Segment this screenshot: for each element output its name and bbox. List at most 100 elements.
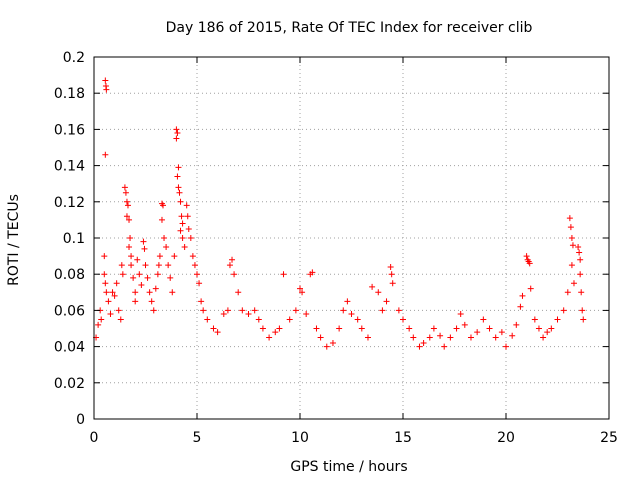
data-points — [93, 77, 587, 350]
data-point — [130, 274, 137, 281]
data-point — [132, 298, 139, 305]
data-point — [467, 334, 474, 341]
y-tick-label: 0.18 — [54, 86, 85, 102]
data-point — [102, 77, 109, 84]
data-point — [358, 325, 365, 332]
data-point — [369, 283, 376, 290]
data-point — [101, 271, 108, 278]
x-tick-label: 20 — [497, 430, 515, 446]
data-point — [569, 242, 576, 249]
data-point — [480, 316, 487, 323]
data-point — [239, 307, 246, 314]
data-point — [123, 198, 130, 205]
data-point — [146, 289, 153, 296]
data-point — [141, 245, 148, 252]
data-point — [535, 325, 542, 332]
data-point — [297, 285, 303, 292]
data-point — [486, 325, 493, 332]
y-tick-label: 0.04 — [54, 340, 85, 356]
data-point — [119, 271, 126, 278]
data-point — [155, 262, 162, 269]
data-point — [204, 316, 211, 323]
y-tick-label: 0.16 — [54, 122, 85, 138]
data-point — [103, 86, 110, 93]
data-point — [492, 334, 499, 341]
data-point — [457, 311, 464, 318]
data-point — [126, 244, 133, 251]
data-point — [185, 225, 192, 232]
data-point — [575, 244, 582, 251]
data-point — [567, 224, 574, 231]
data-point — [124, 202, 131, 209]
data-point — [259, 325, 266, 332]
data-point — [513, 321, 520, 328]
data-point — [406, 325, 413, 332]
data-point — [174, 173, 181, 180]
data-point — [165, 262, 172, 269]
data-point — [560, 307, 567, 314]
data-point — [210, 325, 217, 332]
data-point — [113, 280, 120, 287]
data-point — [140, 238, 147, 245]
data-point — [299, 289, 306, 296]
data-point — [576, 249, 583, 256]
data-point — [410, 334, 417, 341]
data-point — [189, 253, 196, 260]
data-point — [121, 184, 128, 191]
data-point — [127, 235, 134, 241]
data-point — [103, 289, 110, 296]
y-tick-label: 0.14 — [54, 159, 85, 175]
data-point — [142, 262, 149, 269]
data-point — [229, 256, 236, 263]
data-point — [577, 256, 584, 263]
data-point — [231, 271, 238, 278]
data-point — [160, 202, 167, 209]
data-point — [566, 215, 573, 222]
data-point — [531, 316, 538, 323]
data-point — [158, 216, 165, 223]
data-point — [564, 289, 571, 296]
data-point — [179, 235, 186, 241]
data-point — [309, 269, 316, 276]
data-point — [194, 271, 200, 278]
data-point — [245, 311, 252, 318]
data-point — [102, 151, 109, 158]
data-point — [523, 253, 530, 260]
data-point — [526, 260, 533, 267]
data-point — [430, 325, 437, 332]
grid-lines — [94, 57, 609, 419]
data-point — [200, 307, 207, 314]
data-point — [387, 263, 394, 270]
data-point — [220, 311, 227, 318]
data-point — [184, 213, 191, 220]
data-point — [214, 329, 221, 336]
x-tick-label: 25 — [600, 430, 618, 446]
data-point — [171, 253, 178, 260]
data-point — [169, 289, 176, 296]
data-point — [181, 244, 188, 251]
data-point — [323, 343, 330, 350]
data-point — [292, 307, 299, 314]
data-point — [568, 235, 575, 241]
data-point — [527, 285, 534, 292]
data-point — [179, 220, 186, 227]
data-point — [317, 334, 324, 341]
data-point — [117, 316, 124, 323]
data-point — [115, 307, 122, 314]
data-point — [503, 343, 509, 350]
data-point — [196, 280, 203, 287]
data-point — [579, 307, 586, 314]
data-point — [167, 274, 174, 281]
data-point — [235, 289, 242, 296]
data-point — [102, 280, 109, 287]
data-point — [226, 262, 233, 269]
y-axis-label: ROTI / TECUs — [6, 194, 22, 286]
data-point — [183, 202, 190, 209]
y-tick-label: 0.12 — [54, 195, 85, 211]
data-point — [187, 235, 194, 241]
data-point — [348, 311, 355, 318]
data-point — [98, 316, 105, 323]
data-point — [161, 235, 168, 241]
data-point — [344, 298, 351, 305]
